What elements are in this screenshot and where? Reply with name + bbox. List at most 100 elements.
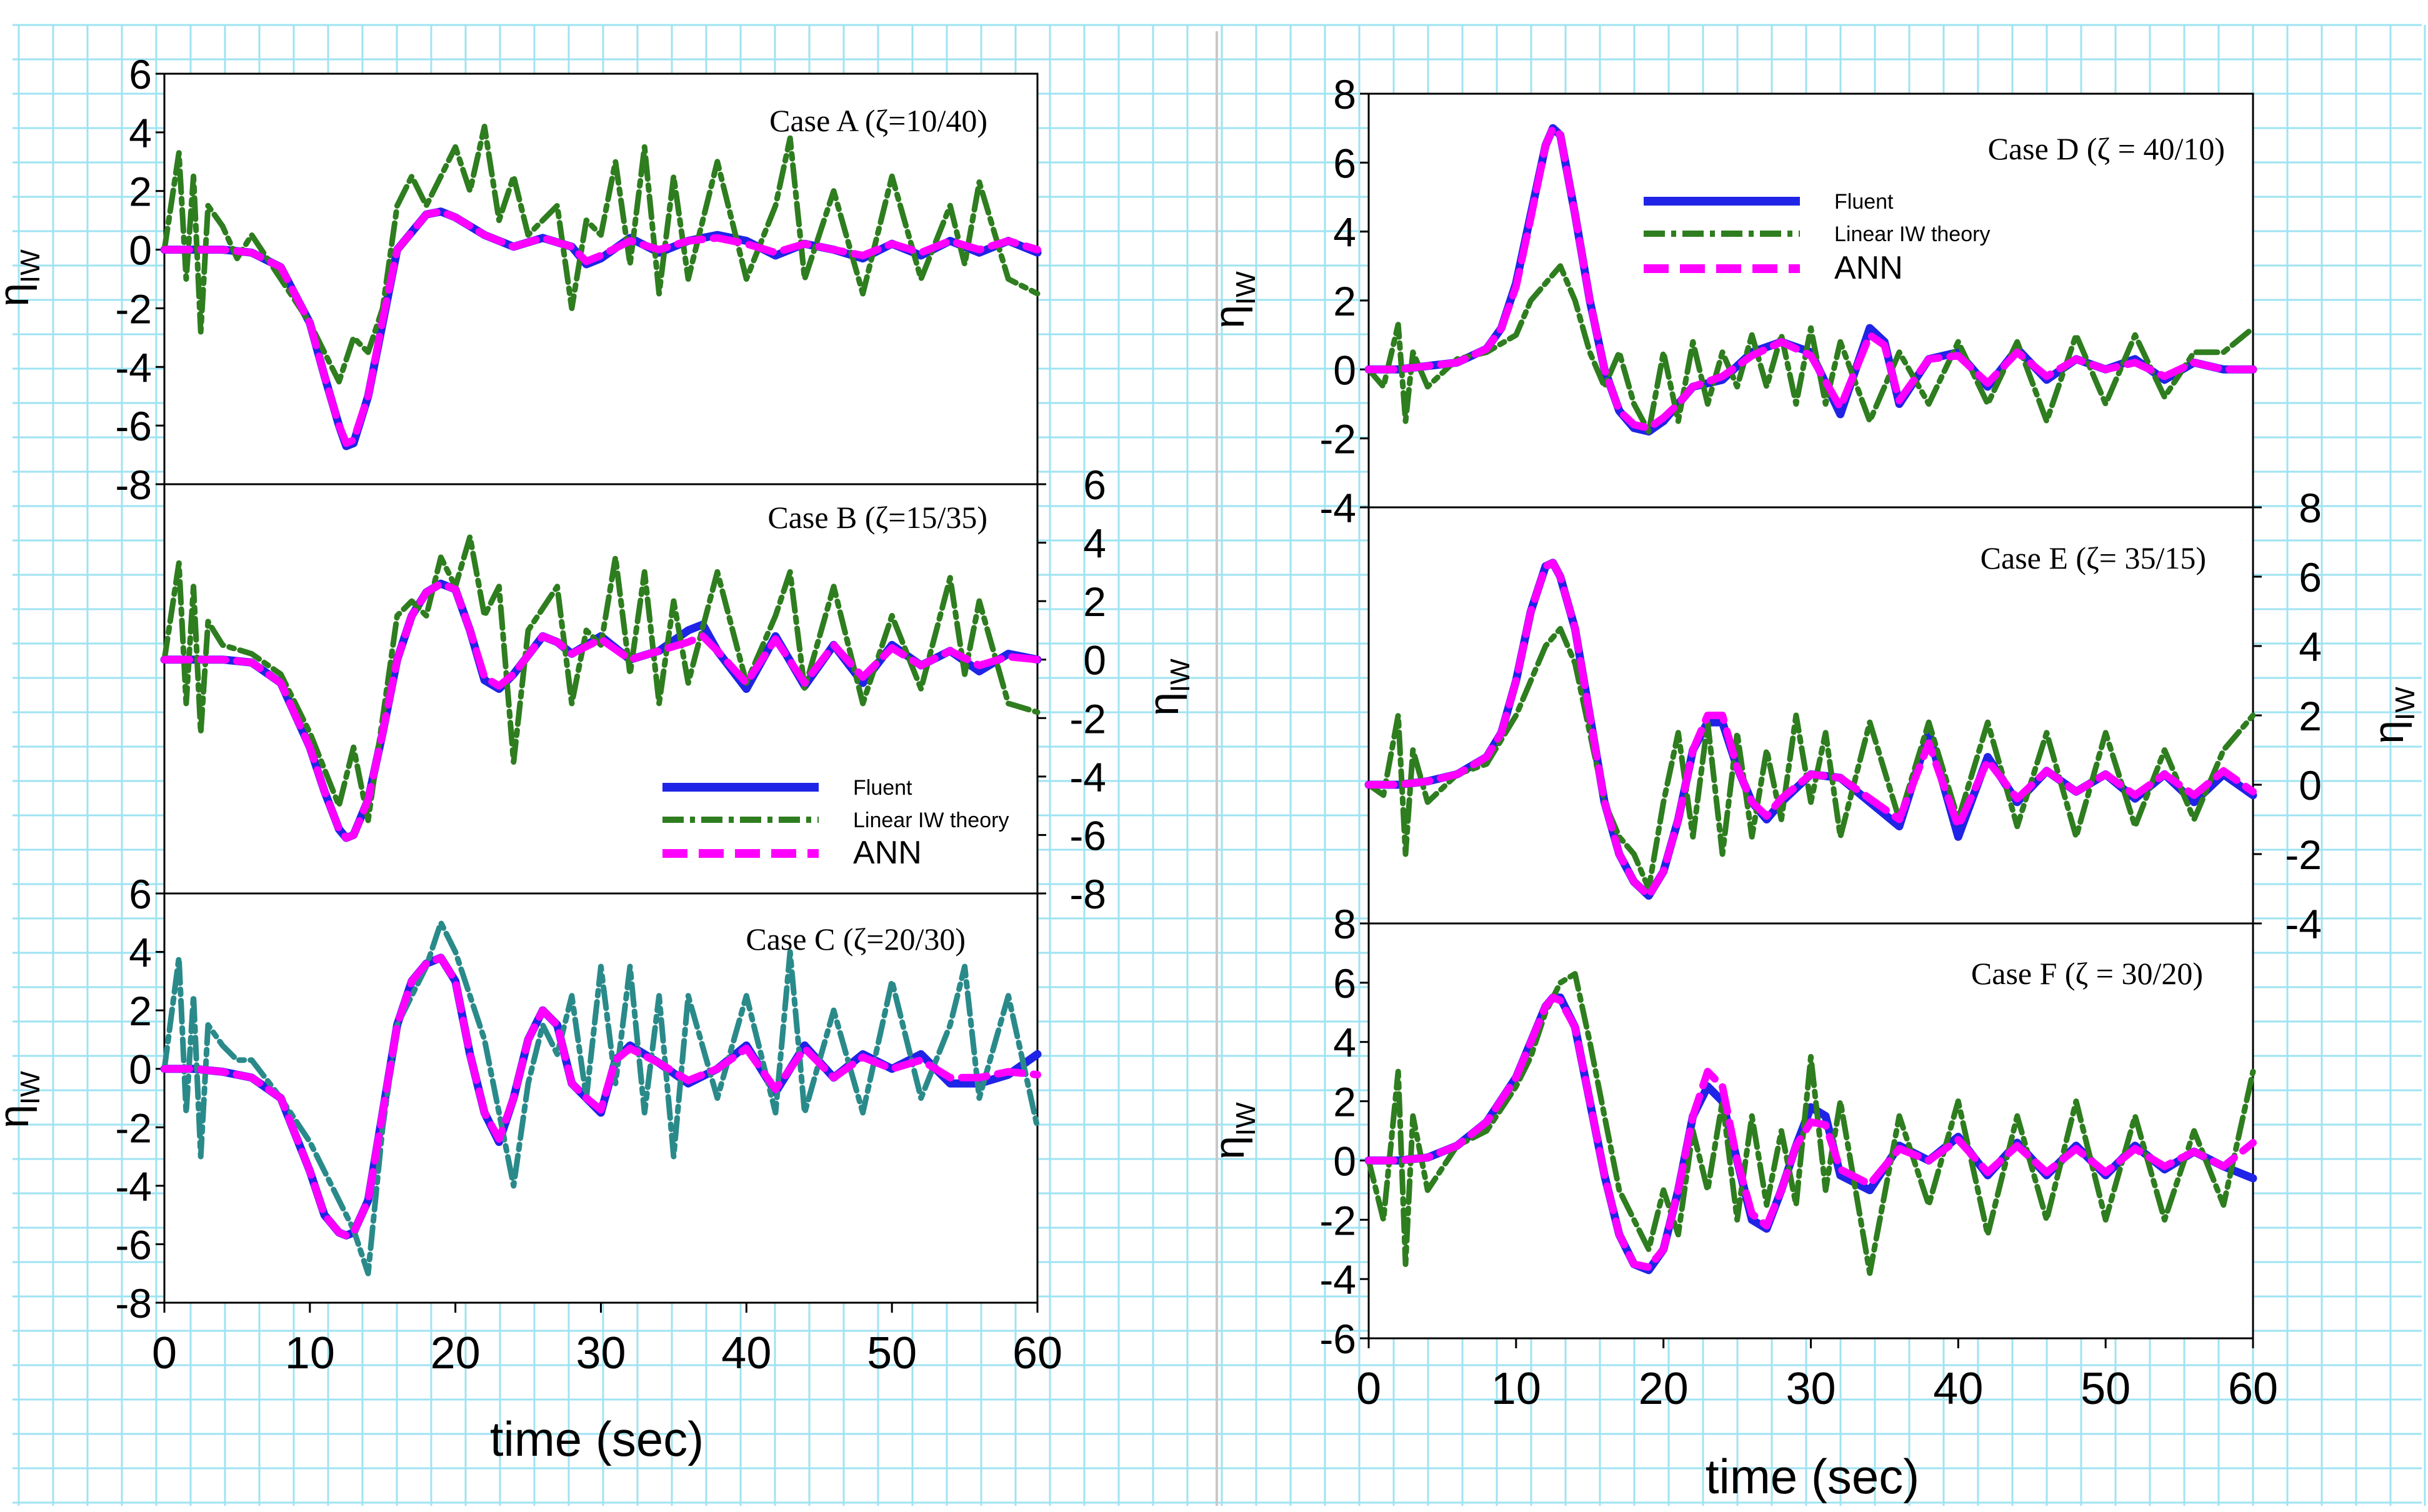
y-tick-label: -6 [1319, 1316, 1356, 1362]
x-tick-label: 0 [152, 1328, 177, 1378]
y-axis-title-subscript: IW [1231, 1102, 1261, 1136]
y-tick-label: 2 [1333, 1079, 1356, 1125]
y-axis-title: ηIW [2365, 687, 2421, 744]
y-tick-label: 2 [129, 169, 152, 215]
y-tick-label: -2 [1319, 416, 1356, 462]
x-tick-label: 30 [1786, 1364, 1836, 1414]
y-tick-label: -4 [1319, 485, 1356, 531]
x-tick-label: 40 [1933, 1364, 1983, 1414]
legend-fluent-label: Fluent [1834, 190, 1894, 214]
legend-linear-label: Linear IW theory [1834, 222, 1990, 246]
series-ann [1365, 124, 2257, 432]
y-tick-label: 8 [1333, 901, 1356, 947]
y-axis-title-subscript: IW [15, 1071, 46, 1105]
y-tick-label: 6 [129, 871, 152, 917]
y-tick-label: 4 [129, 930, 152, 976]
series-linear-iw-theory [1366, 625, 2256, 892]
series-ann [161, 580, 1041, 842]
y-tick-label: 2 [2299, 693, 2322, 739]
y-tick-label: 4 [2299, 624, 2322, 670]
case-title: Case E (ζ= 35/15) [1981, 540, 2206, 575]
x-tick-label: 30 [576, 1328, 626, 1378]
y-tick-label: -4 [115, 1163, 152, 1210]
y-axis-title-subscript: IW [1231, 271, 1261, 305]
legend-fluent-label: Fluent [853, 776, 912, 800]
y-tick-label: 0 [1083, 637, 1106, 684]
series-ann [1365, 993, 2257, 1271]
case-title: Case A (ζ=10/40) [769, 103, 987, 138]
y-tick-label: -8 [115, 462, 152, 508]
y-tick-label: 4 [129, 110, 152, 156]
y-axis-title-subscript: IW [2390, 687, 2421, 720]
series-linear-iw-theory [161, 534, 1041, 823]
x-tick-label: 60 [1012, 1328, 1062, 1378]
series-linear-iw-theory [1366, 263, 2256, 435]
x-tick-label: 0 [1356, 1364, 1381, 1414]
x-tick-label: 20 [1639, 1364, 1689, 1414]
panel-case-e: -4 -2 0 2 4 6 8 ηIW Case E (ζ= 35/15) [1364, 485, 2421, 947]
y-tick-label: 4 [1333, 209, 1356, 256]
panel-case-c: -8-6-4-202460102030405060ηIWCase C (ζ=20… [0, 871, 1062, 1378]
y-tick-label: 6 [2299, 554, 2322, 600]
y-axis-title: ηIW [1206, 1102, 1261, 1160]
panel-case-b: -8 -6 -4 -2 0 2 4 6 ηIW Case B (ζ=15/35) [160, 462, 1196, 917]
panel-case-d: -4 -2 0 2 4 6 8 ηIW Case D (ζ = 40/10) [1206, 71, 2257, 531]
y-tick-label: -8 [1069, 871, 1106, 917]
y-tick-label: -2 [115, 1105, 152, 1151]
x-tick-label: 40 [721, 1328, 771, 1378]
x-tick-label: 10 [1491, 1364, 1541, 1414]
y-tick-label: 0 [1333, 1138, 1356, 1184]
case-title: Case D (ζ = 40/10) [1988, 131, 2225, 166]
y-axis-title: ηIW [1206, 271, 1261, 329]
y-axis-title-eta: η [1206, 1136, 1253, 1160]
y-axis-title-eta: η [2365, 720, 2412, 744]
legend-ann-label: ANN [853, 835, 922, 871]
y-axis-title-subscript: IW [1165, 659, 1196, 692]
y-tick-label: -2 [2285, 832, 2322, 878]
series-linear-iw-theory [161, 920, 1041, 1276]
x-tick-label: 20 [431, 1328, 481, 1378]
y-tick-label: -2 [1319, 1197, 1356, 1243]
x-tick-label: 10 [285, 1328, 335, 1378]
y-tick-label: -2 [115, 286, 152, 332]
plot-area [1367, 922, 2254, 1340]
y-tick-label: -2 [1069, 695, 1106, 742]
x-tick-label: 50 [867, 1328, 917, 1378]
series-ann [1365, 559, 2257, 900]
plot-area [1367, 92, 2254, 509]
x-axis-title-left: time (sec) [490, 1411, 704, 1466]
y-tick-label: -4 [1319, 1256, 1356, 1303]
series-linear-iw-theory [161, 124, 1041, 385]
series-ann [161, 953, 1041, 1240]
y-tick-label: 6 [1083, 462, 1106, 508]
y-tick-label: 2 [129, 988, 152, 1034]
case-title: Case B (ζ=15/35) [767, 500, 987, 535]
y-axis-title-eta: η [0, 283, 37, 307]
y-tick-label: 6 [1333, 140, 1356, 186]
y-tick-label: 4 [1083, 520, 1106, 567]
legend-right: Fluent Linear IW theory ANN [1644, 190, 1990, 286]
y-tick-label: 2 [1333, 278, 1356, 324]
y-tick-label: -6 [1069, 812, 1106, 858]
y-tick-label: -8 [115, 1280, 152, 1326]
y-axis-title-eta: η [1140, 692, 1187, 716]
y-tick-label: 6 [1333, 960, 1356, 1007]
y-tick-label: 8 [1333, 71, 1356, 117]
legend-ann-label: ANN [1834, 250, 1903, 286]
y-tick-label: -4 [115, 344, 152, 390]
y-tick-label: 4 [1333, 1020, 1356, 1066]
y-tick-label: 0 [129, 227, 152, 274]
y-tick-label: 6 [129, 51, 152, 97]
legend-linear-label: Linear IW theory [853, 808, 1009, 832]
y-axis-title-eta: η [1206, 305, 1253, 329]
y-axis-title: ηIW [1140, 659, 1196, 716]
y-tick-label: 0 [1333, 347, 1356, 393]
plot-area [163, 483, 1039, 895]
y-axis-title-eta: η [0, 1105, 37, 1128]
x-tick-label: 50 [2081, 1364, 2131, 1414]
case-title: Case C (ζ=20/30) [746, 922, 966, 957]
y-tick-label: -4 [1069, 754, 1106, 800]
y-tick-label: 0 [129, 1047, 152, 1093]
legend-left: Fluent Linear IW theory ANN [662, 776, 1009, 871]
